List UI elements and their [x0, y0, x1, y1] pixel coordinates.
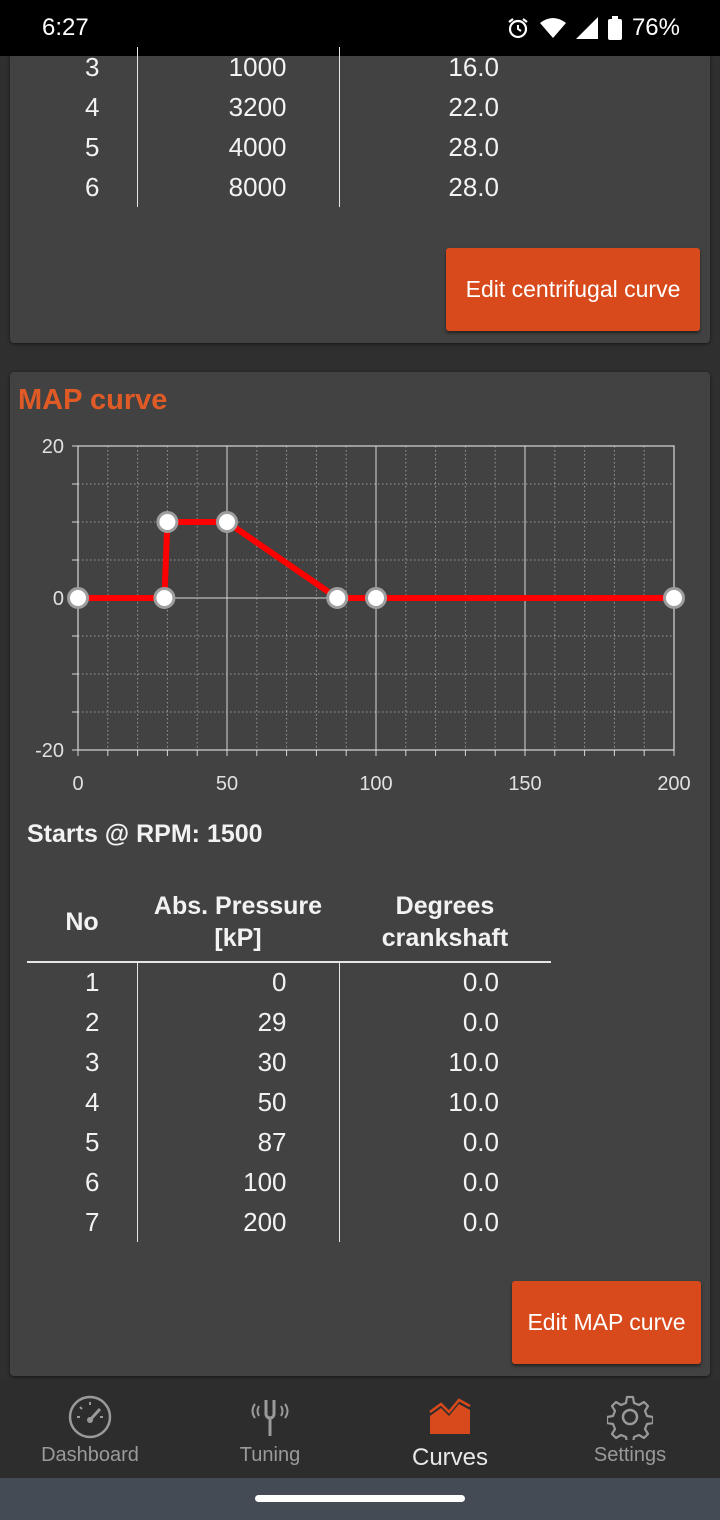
row-degrees: 0.0 [462, 1166, 499, 1197]
header-pressure: Abs. Pressure [kP] [137, 886, 339, 963]
row-value: 50 [137, 1082, 340, 1122]
y-tick-label: -20 [35, 740, 64, 762]
table-row: 2 29 0.0 [27, 1002, 551, 1042]
row-value: 1000 [137, 47, 340, 87]
row-value: 8000 [137, 167, 340, 207]
nav-settings[interactable]: Settings [540, 1380, 720, 1478]
data-point [663, 587, 685, 609]
table-row: 6 8000 28.0 [27, 167, 551, 207]
centrifugal-table: 3 1000 16.0 4 3200 22.0 5 4000 28.0 6 8000 28.0 [27, 47, 551, 207]
table-row: 5 4000 28.0 [27, 127, 551, 167]
row-number: 4 [27, 1082, 138, 1122]
alarm-icon [508, 18, 528, 39]
table-row: 3 1000 16.0 [27, 47, 551, 87]
starts-rpm-label: Starts @ RPM: 1500 [27, 820, 263, 848]
wifi-icon [539, 18, 566, 38]
bottom-navigation: Dashboard Tuning Curves Settings [0, 1380, 720, 1478]
row-degrees: 28.0 [448, 171, 499, 202]
edit-centrifugal-button[interactable]: Edit centrifugal curve [446, 248, 700, 331]
map-chart[interactable]: 0 50 100 150 200 -20 0 20 [10, 432, 710, 852]
x-tick-label: 100 [359, 773, 392, 795]
nav-label: Settings [593, 1444, 667, 1466]
nav-curves[interactable]: Curves [360, 1380, 540, 1478]
header-no: No [27, 886, 137, 963]
row-degrees: 10.0 [448, 1046, 499, 1077]
row-degrees: 0.0 [462, 1206, 499, 1237]
data-point [156, 511, 179, 533]
status-icons: 76% [506, 14, 680, 42]
row-value: 200 [137, 1202, 340, 1242]
row-number: 5 [27, 1122, 138, 1162]
y-tick-label: 0 [53, 588, 64, 610]
row-degrees: 0.0 [462, 1006, 499, 1037]
data-point [153, 587, 176, 609]
gesture-bar [0, 1478, 720, 1520]
map-table: No Abs. Pressure [kP] Degrees crankshaft 1… [27, 886, 551, 1242]
data-point [67, 587, 89, 609]
battery-percent: 76% [631, 14, 680, 41]
row-number: 7 [27, 1202, 138, 1242]
status-bar: 6:27 76% [0, 0, 720, 56]
table-row: 3 30 10.0 [27, 1042, 551, 1082]
gear-icon [607, 1395, 653, 1440]
centrifugal-card: 3 1000 16.0 4 3200 22.0 5 4000 28.0 6 8000 28.0 Edi… [10, 47, 710, 343]
home-handle[interactable] [255, 1495, 465, 1502]
row-value: 3200 [137, 87, 340, 127]
y-tick-label: 20 [42, 436, 64, 458]
x-tick-label: 50 [216, 773, 238, 795]
row-degrees: 10.0 [448, 1086, 499, 1117]
data-point [216, 511, 238, 533]
nav-label: Curves [411, 1444, 489, 1471]
row-number: 3 [27, 1042, 138, 1082]
area-chart-icon [429, 1398, 471, 1434]
table-row: 7 200 0.0 [27, 1202, 551, 1242]
x-tick-label: 0 [72, 773, 83, 795]
table-row: 4 3200 22.0 [27, 87, 551, 127]
row-degrees: 16.0 [448, 51, 499, 82]
row-value: 30 [137, 1042, 340, 1082]
row-number: 6 [27, 1162, 138, 1202]
data-point [365, 587, 387, 609]
map-title: MAP curve [18, 384, 168, 416]
row-number: 3 [27, 47, 138, 87]
battery-icon [607, 16, 622, 40]
tuning-fork-icon [251, 1400, 289, 1436]
table-row: 1 0 0.0 [27, 962, 551, 1002]
row-number: 1 [27, 962, 138, 1002]
nav-tuning[interactable]: Tuning [180, 1380, 360, 1478]
row-degrees: 0.0 [462, 967, 499, 997]
row-degrees: 22.0 [448, 91, 499, 122]
speedometer-icon [68, 1395, 112, 1439]
row-degrees: 0.0 [462, 1126, 499, 1157]
map-card: MAP curve 0 50 100 150 200 -20 0 20 Starts @ RP… [10, 372, 710, 1376]
row-number: 2 [27, 1002, 138, 1042]
row-value: 100 [137, 1162, 340, 1202]
row-number: 5 [27, 127, 138, 167]
table-row: 6 100 0.0 [27, 1162, 551, 1202]
x-tick-label: 200 [657, 773, 690, 795]
x-tick-label: 150 [508, 773, 541, 795]
data-point [326, 587, 349, 609]
edit-map-button[interactable]: Edit MAP curve [512, 1281, 701, 1364]
row-degrees: 28.0 [448, 131, 499, 162]
signal-icon [575, 17, 598, 39]
table-row: 5 87 0.0 [27, 1122, 551, 1162]
row-value: 0 [137, 962, 340, 1002]
row-value: 87 [137, 1122, 340, 1162]
status-time: 6:27 [42, 14, 89, 41]
row-number: 6 [27, 167, 138, 207]
nav-label: Tuning [239, 1444, 301, 1466]
nav-dashboard[interactable]: Dashboard [0, 1380, 180, 1478]
row-number: 4 [27, 87, 138, 127]
header-degrees: Degrees crankshaft [339, 886, 551, 963]
row-value: 29 [137, 1002, 340, 1042]
table-row: 4 50 10.0 [27, 1082, 551, 1122]
nav-label: Dashboard [41, 1444, 139, 1466]
row-value: 4000 [137, 127, 340, 167]
